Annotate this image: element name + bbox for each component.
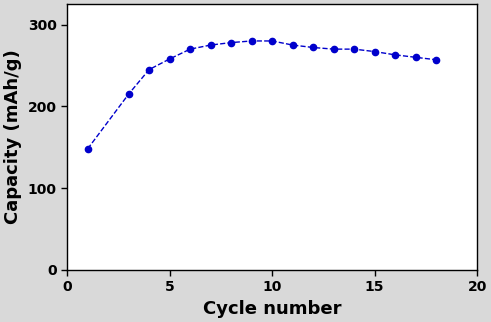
Y-axis label: Capacity (mAh/g): Capacity (mAh/g) bbox=[4, 50, 22, 224]
X-axis label: Cycle number: Cycle number bbox=[203, 300, 341, 318]
